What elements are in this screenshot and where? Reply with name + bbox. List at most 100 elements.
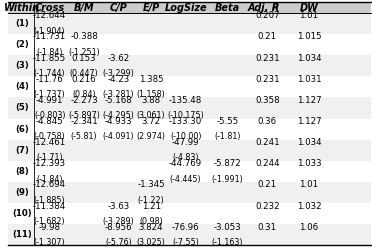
- Text: -1.345: -1.345: [137, 180, 165, 190]
- Text: (-3.299): (-3.299): [103, 69, 134, 78]
- Text: -12.694: -12.694: [33, 180, 66, 190]
- Text: -135.48: -135.48: [169, 96, 202, 105]
- Text: (-5.81): (-5.81): [71, 132, 97, 141]
- Text: DW: DW: [299, 2, 318, 12]
- Text: 1.01: 1.01: [299, 11, 318, 20]
- Text: (-1.71): (-1.71): [36, 154, 63, 162]
- Text: -44.769: -44.769: [169, 159, 202, 168]
- Text: 3.824: 3.824: [139, 223, 164, 232]
- Bar: [8, 182, 371, 203]
- Text: (-1.84): (-1.84): [36, 174, 63, 184]
- Text: (-10.00): (-10.00): [170, 132, 201, 141]
- Text: (-3.289): (-3.289): [103, 217, 134, 226]
- Text: C/P: C/P: [110, 2, 128, 12]
- Text: 0.231: 0.231: [255, 75, 279, 84]
- Text: (0.84): (0.84): [72, 90, 96, 99]
- Text: 0.21: 0.21: [258, 180, 277, 190]
- Text: (-0.758): (-0.758): [34, 132, 65, 141]
- Text: (2.974): (2.974): [137, 132, 166, 141]
- Text: -3.62: -3.62: [108, 54, 130, 62]
- Text: -5.872: -5.872: [214, 159, 241, 168]
- Text: -11.855: -11.855: [33, 54, 66, 62]
- Text: (-1.84): (-1.84): [36, 48, 63, 57]
- Text: (3.025): (3.025): [137, 238, 166, 247]
- Text: (-1.904): (-1.904): [34, 26, 65, 36]
- Bar: [8, 203, 371, 224]
- Text: 3.88: 3.88: [142, 96, 161, 105]
- Text: -5.168: -5.168: [105, 96, 132, 105]
- Text: Within: Within: [4, 2, 41, 12]
- Text: (-10.175): (-10.175): [167, 111, 204, 120]
- Text: (0.447): (0.447): [70, 69, 99, 78]
- Text: -4.845: -4.845: [36, 117, 64, 126]
- Text: -11.384: -11.384: [33, 202, 66, 210]
- Text: (-1.991): (-1.991): [211, 174, 243, 184]
- Text: Adj. R: Adj. R: [247, 2, 280, 12]
- Text: (-4.295): (-4.295): [103, 111, 134, 120]
- Text: 1.385: 1.385: [139, 75, 164, 84]
- Bar: [8, 224, 371, 246]
- Text: (11): (11): [13, 230, 32, 239]
- Text: (10): (10): [13, 209, 32, 218]
- Text: E/P: E/P: [142, 2, 160, 12]
- Text: (-1.744): (-1.744): [34, 69, 65, 78]
- Text: -4.991: -4.991: [36, 96, 63, 105]
- Text: (-0.803): (-0.803): [34, 111, 65, 120]
- Text: 3.72: 3.72: [142, 117, 161, 126]
- Text: -4.23: -4.23: [108, 75, 130, 84]
- Text: (-3.281): (-3.281): [103, 90, 134, 99]
- Text: -2.341: -2.341: [70, 117, 98, 126]
- Text: 0.207: 0.207: [255, 11, 279, 20]
- Text: (-1.307): (-1.307): [34, 238, 65, 247]
- Text: (5): (5): [16, 104, 29, 112]
- Text: Cross: Cross: [35, 2, 65, 12]
- Text: 1.06: 1.06: [299, 223, 318, 232]
- Text: -12.461: -12.461: [33, 138, 66, 147]
- Bar: [8, 140, 371, 161]
- Bar: [8, 2, 371, 13]
- Text: -2.273: -2.273: [70, 96, 98, 105]
- Text: (4): (4): [16, 82, 29, 91]
- Text: 1.034: 1.034: [296, 54, 321, 62]
- Bar: [8, 98, 371, 118]
- Text: Beta: Beta: [215, 2, 240, 12]
- Text: 1.033: 1.033: [296, 159, 321, 168]
- Bar: [8, 34, 371, 55]
- Bar: [8, 161, 371, 182]
- Text: (2): (2): [16, 40, 29, 49]
- Text: B/M: B/M: [74, 2, 94, 12]
- Text: -11.76: -11.76: [36, 75, 64, 84]
- Bar: [8, 55, 371, 76]
- Bar: [8, 76, 371, 98]
- Text: -76.96: -76.96: [172, 223, 199, 232]
- Text: -3.63: -3.63: [108, 202, 130, 210]
- Text: 0.216: 0.216: [72, 75, 96, 84]
- Text: 1.127: 1.127: [296, 96, 321, 105]
- Text: -47.99: -47.99: [172, 138, 199, 147]
- Text: -3.053: -3.053: [214, 223, 241, 232]
- Text: (-1.163): (-1.163): [212, 238, 243, 247]
- Text: 1.127: 1.127: [296, 117, 321, 126]
- Text: (7): (7): [16, 146, 29, 155]
- Text: 0.36: 0.36: [258, 117, 277, 126]
- Text: 0.21: 0.21: [258, 32, 277, 42]
- Text: (-4.83): (-4.83): [172, 154, 199, 162]
- Text: (6): (6): [16, 125, 29, 134]
- Text: -8.956: -8.956: [105, 223, 132, 232]
- Text: (8): (8): [16, 167, 29, 176]
- Text: 0.31: 0.31: [258, 223, 277, 232]
- Text: (-5.897): (-5.897): [68, 111, 100, 120]
- Text: (-4.091): (-4.091): [103, 132, 134, 141]
- Bar: [8, 118, 371, 140]
- Text: -9.98: -9.98: [39, 223, 61, 232]
- Text: 1.01: 1.01: [299, 180, 318, 190]
- Text: (-1.682): (-1.682): [34, 217, 65, 226]
- Text: 1.032: 1.032: [296, 202, 321, 210]
- Text: (-1.81): (-1.81): [214, 132, 241, 141]
- Text: -0.388: -0.388: [70, 32, 98, 42]
- Text: -11.731: -11.731: [33, 32, 66, 42]
- Text: (-1.885): (-1.885): [34, 196, 65, 205]
- Text: (1.158): (1.158): [137, 90, 166, 99]
- Text: -133.30: -133.30: [169, 117, 202, 126]
- Text: (1): (1): [16, 19, 29, 28]
